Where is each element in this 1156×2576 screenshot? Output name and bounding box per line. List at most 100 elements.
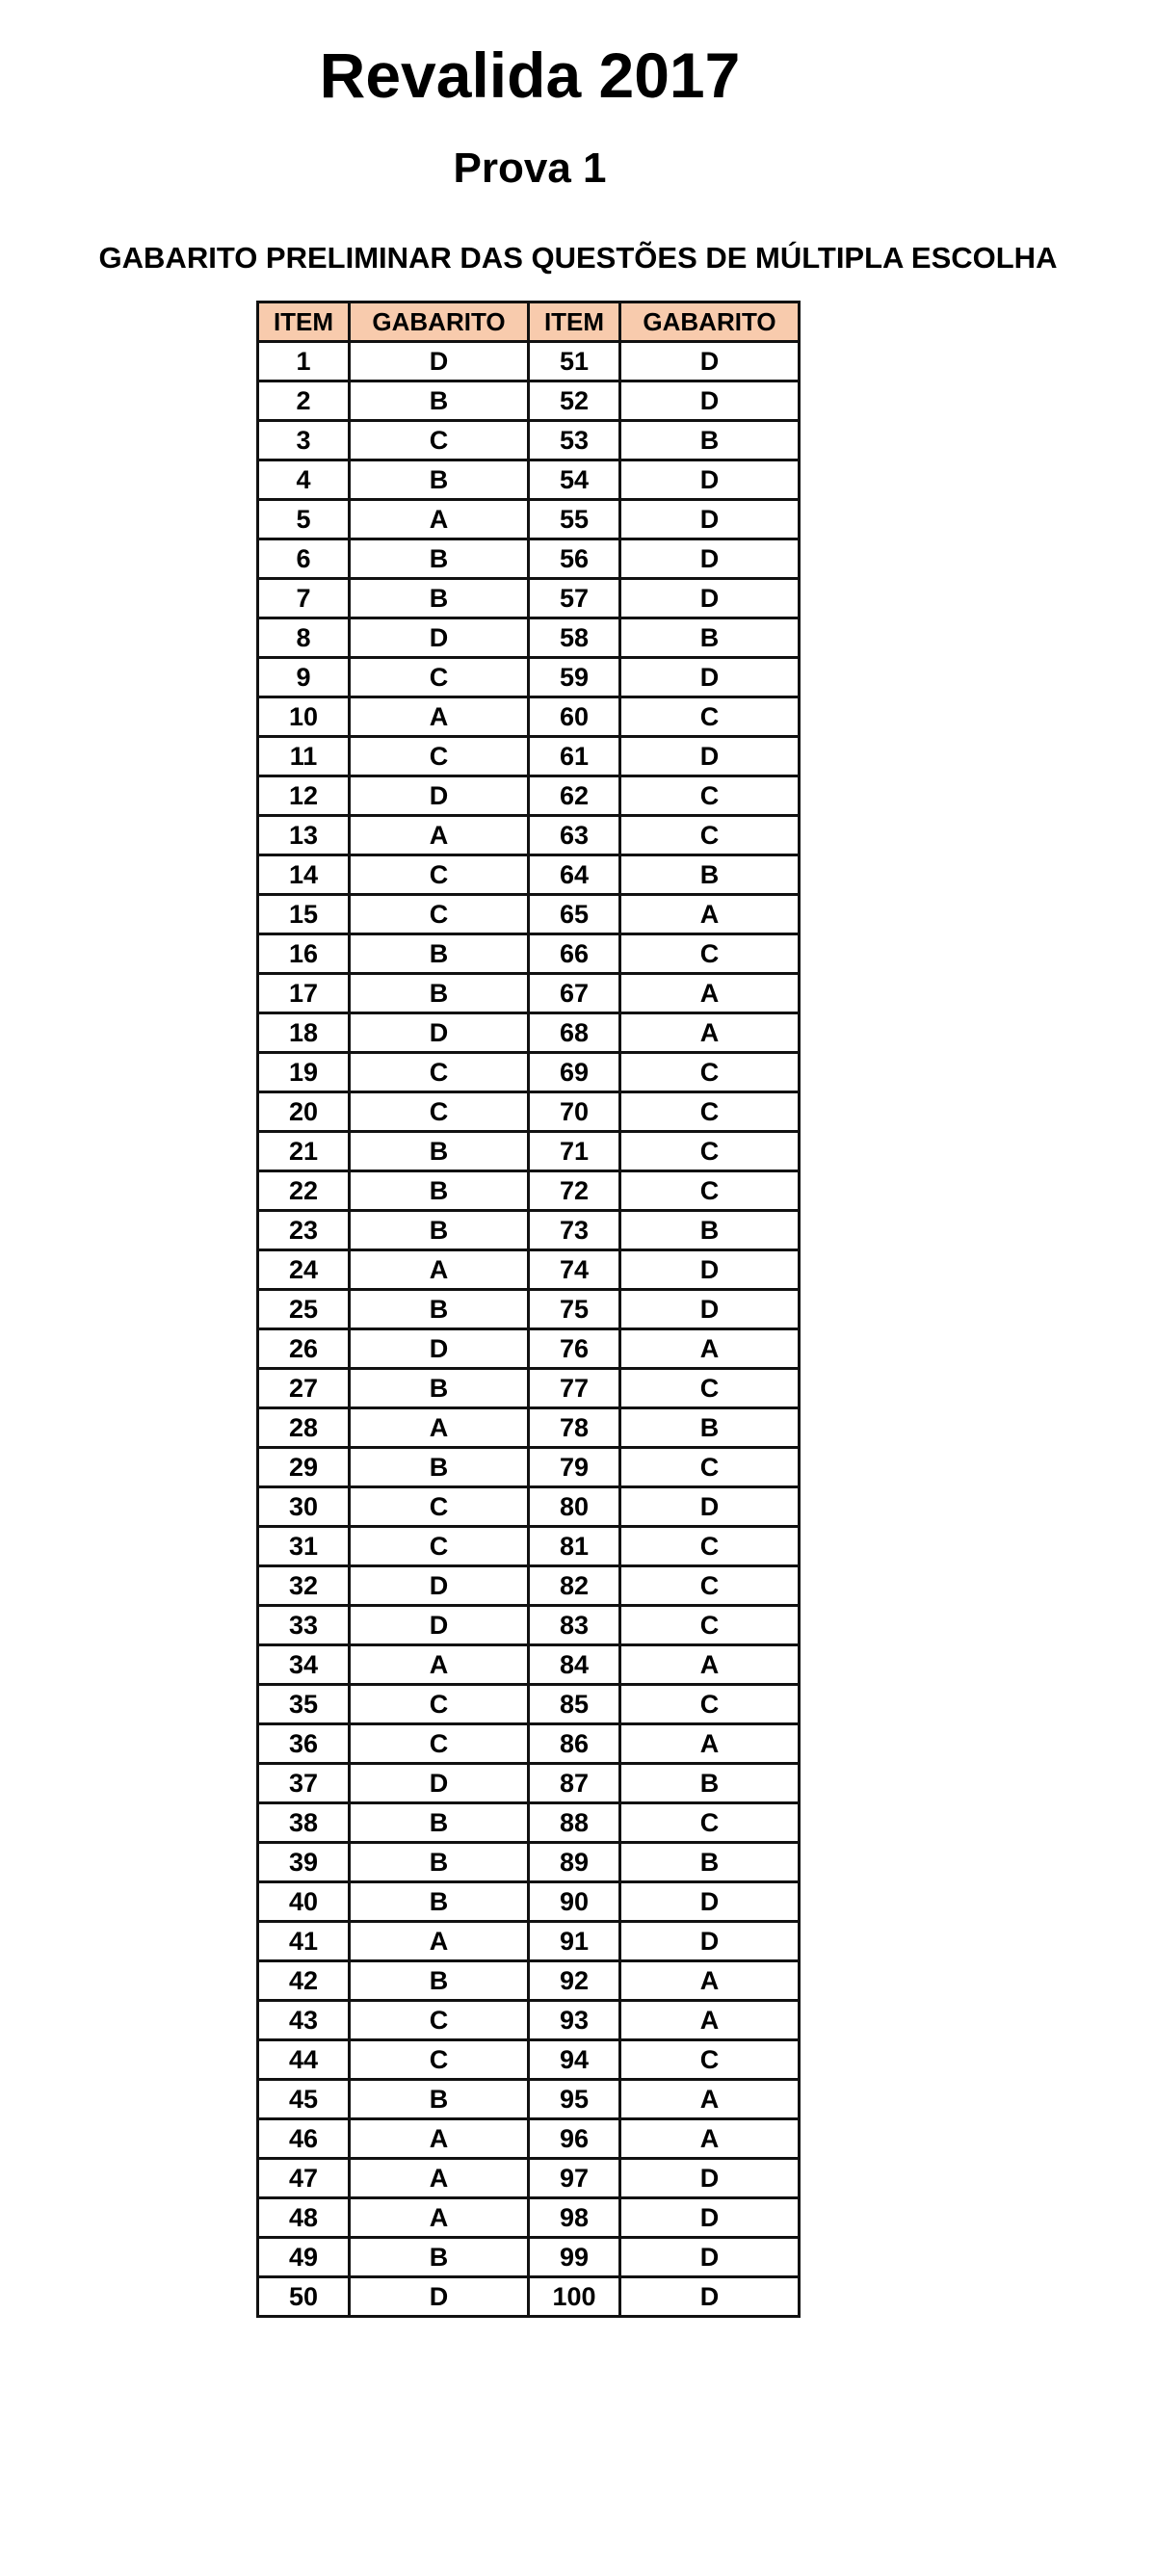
- answer-cell: B: [348, 933, 530, 975]
- answer-cell: A: [618, 1643, 801, 1686]
- table-row: 35 C 85 C: [256, 1683, 801, 1725]
- answer-cell: A: [348, 498, 530, 540]
- answer-cell: C: [618, 1091, 801, 1133]
- item-number-cell: 17: [256, 972, 351, 1014]
- item-number-cell: 31: [256, 1525, 351, 1567]
- item-number-cell: 11: [256, 735, 351, 777]
- table-row: 42 B 92 A: [256, 1959, 801, 2002]
- answer-cell: B: [348, 1209, 530, 1251]
- answer-cell: A: [348, 2196, 530, 2239]
- table-row: 29 B 79 C: [256, 1446, 801, 1488]
- item-number-cell: 58: [527, 617, 621, 659]
- item-number-cell: 15: [256, 893, 351, 935]
- item-number-cell: 92: [527, 1959, 621, 2002]
- item-number-cell: 61: [527, 735, 621, 777]
- answer-cell: A: [348, 1406, 530, 1449]
- table-row: 8 D 58 B: [256, 617, 801, 659]
- item-number-cell: 100: [527, 2275, 621, 2318]
- page-title: Revalida 2017: [319, 39, 741, 111]
- answer-cell: D: [618, 656, 801, 698]
- table-header-row: ITEM GABARITO ITEM GABARITO: [256, 301, 801, 343]
- table-row: 23 B 73 B: [256, 1209, 801, 1251]
- header-item-2: ITEM: [527, 301, 621, 343]
- item-number-cell: 1: [256, 340, 351, 382]
- answer-cell: C: [348, 656, 530, 698]
- table-row: 16 B 66 C: [256, 933, 801, 975]
- page-subtitle: Prova 1: [453, 145, 607, 192]
- answer-cell: A: [618, 1999, 801, 2041]
- item-number-cell: 62: [527, 775, 621, 817]
- item-number-cell: 30: [256, 1485, 351, 1528]
- item-number-cell: 56: [527, 538, 621, 580]
- item-number-cell: 9: [256, 656, 351, 698]
- table-row: 3 C 53 B: [256, 419, 801, 461]
- item-number-cell: 7: [256, 577, 351, 619]
- answer-cell: D: [348, 1012, 530, 1054]
- item-number-cell: 52: [527, 380, 621, 422]
- answer-cell: D: [618, 340, 801, 382]
- item-number-cell: 28: [256, 1406, 351, 1449]
- answer-cell: D: [618, 380, 801, 422]
- table-row: 12 D 62 C: [256, 775, 801, 817]
- table-row: 5 A 55 D: [256, 498, 801, 540]
- table-row: 20 C 70 C: [256, 1091, 801, 1133]
- answer-cell: B: [618, 617, 801, 659]
- answer-cell: D: [618, 735, 801, 777]
- item-number-cell: 21: [256, 1130, 351, 1172]
- answer-cell: D: [618, 498, 801, 540]
- answer-cell: B: [618, 1209, 801, 1251]
- answer-cell: D: [618, 538, 801, 580]
- item-number-cell: 50: [256, 2275, 351, 2318]
- answer-cell: D: [348, 340, 530, 382]
- answer-cell: B: [348, 1959, 530, 2002]
- item-number-cell: 89: [527, 1841, 621, 1883]
- item-number-cell: 37: [256, 1762, 351, 1804]
- item-number-cell: 63: [527, 814, 621, 856]
- answer-cell: B: [618, 1762, 801, 1804]
- item-number-cell: 88: [527, 1801, 621, 1844]
- answer-cell: B: [348, 2078, 530, 2120]
- answer-cell: C: [618, 1801, 801, 1844]
- item-number-cell: 10: [256, 696, 351, 738]
- table-row: 37 D 87 B: [256, 1762, 801, 1804]
- answer-cell: A: [618, 2078, 801, 2120]
- item-number-cell: 79: [527, 1446, 621, 1488]
- table-row: 26 D 76 A: [256, 1327, 801, 1370]
- table-row: 38 B 88 C: [256, 1801, 801, 1844]
- table-row: 22 B 72 C: [256, 1170, 801, 1212]
- answer-cell: B: [348, 577, 530, 619]
- answer-cell: B: [618, 854, 801, 896]
- answer-cell: C: [618, 1604, 801, 1646]
- table-row: 15 C 65 A: [256, 893, 801, 935]
- item-number-cell: 86: [527, 1722, 621, 1765]
- answer-cell: C: [618, 1446, 801, 1488]
- answer-cell: B: [618, 1841, 801, 1883]
- item-number-cell: 91: [527, 1920, 621, 1962]
- answer-cell: C: [618, 814, 801, 856]
- item-number-cell: 34: [256, 1643, 351, 1686]
- answer-cell: B: [348, 538, 530, 580]
- answer-cell: A: [348, 1249, 530, 1291]
- item-number-cell: 93: [527, 1999, 621, 2041]
- item-number-cell: 23: [256, 1209, 351, 1251]
- answer-cell: A: [618, 1722, 801, 1765]
- item-number-cell: 5: [256, 498, 351, 540]
- answer-cell: C: [348, 2038, 530, 2081]
- answer-cell: A: [348, 696, 530, 738]
- answer-cell: C: [348, 1091, 530, 1133]
- table-row: 4 B 54 D: [256, 459, 801, 501]
- answer-cell: C: [618, 933, 801, 975]
- table-row: 31 C 81 C: [256, 1525, 801, 1567]
- item-number-cell: 55: [527, 498, 621, 540]
- answer-cell: B: [348, 380, 530, 422]
- item-number-cell: 84: [527, 1643, 621, 1686]
- table-row: 10 A 60 C: [256, 696, 801, 738]
- item-number-cell: 18: [256, 1012, 351, 1054]
- table-row: 9 C 59 D: [256, 656, 801, 698]
- item-number-cell: 96: [527, 2117, 621, 2160]
- answer-cell: A: [618, 1327, 801, 1370]
- table-row: 17 B 67 A: [256, 972, 801, 1014]
- answer-cell: C: [618, 2038, 801, 2081]
- answer-cell: C: [618, 1051, 801, 1093]
- table-row: 27 B 77 C: [256, 1367, 801, 1409]
